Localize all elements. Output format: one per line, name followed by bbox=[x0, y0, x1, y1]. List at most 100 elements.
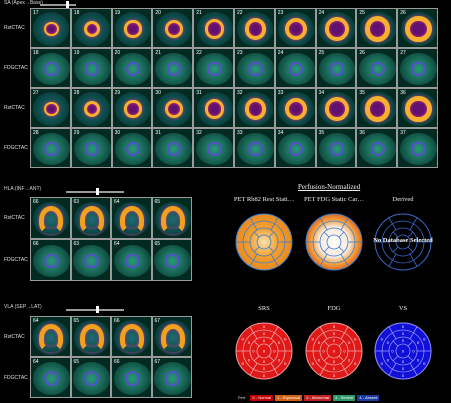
slice-image[interactable]: 30 bbox=[111, 128, 153, 168]
slice-image[interactable]: 65 bbox=[151, 239, 192, 281]
svg-text:0: 0 bbox=[248, 340, 251, 345]
slice-image[interactable]: 66 bbox=[111, 357, 152, 398]
hla-slice-slider[interactable] bbox=[66, 188, 124, 195]
slice-image[interactable]: 26 bbox=[356, 48, 398, 88]
slice-number: 23 bbox=[237, 50, 243, 56]
slice-number: 63 bbox=[73, 241, 80, 247]
slice-image[interactable]: 21 bbox=[152, 48, 194, 88]
slice-image[interactable]: 30 bbox=[152, 88, 194, 128]
slice-image[interactable]: 36 bbox=[356, 128, 398, 168]
slice-image[interactable]: 31 bbox=[152, 128, 194, 168]
slice-image[interactable]: 18 bbox=[30, 48, 71, 88]
slice-number: 24 bbox=[318, 10, 325, 16]
slice-image[interactable]: 27 bbox=[397, 48, 438, 88]
slice-image[interactable]: 28 bbox=[30, 128, 71, 168]
polar-map[interactable] bbox=[305, 213, 363, 276]
sa-slider-knob[interactable] bbox=[66, 1, 69, 8]
polar-map-label: Derived bbox=[392, 196, 414, 203]
slice-image[interactable]: 66 bbox=[30, 197, 71, 239]
slice-number: 29 bbox=[114, 90, 121, 96]
slice-number: 22 bbox=[196, 50, 202, 56]
slice-image[interactable]: 20 bbox=[111, 48, 153, 88]
slice-image[interactable]: 35 bbox=[356, 88, 398, 128]
slice-image[interactable]: 25 bbox=[315, 48, 357, 88]
slice-image[interactable]: 24 bbox=[315, 8, 357, 48]
slice-number: 19 bbox=[114, 10, 121, 16]
slice-number: 67 bbox=[154, 318, 161, 324]
slice-image[interactable]: 23 bbox=[274, 8, 316, 48]
polar-map[interactable] bbox=[235, 213, 293, 276]
slice-image[interactable]: 29 bbox=[70, 128, 112, 168]
slice-number: 66 bbox=[114, 359, 120, 365]
svg-text:0: 0 bbox=[263, 373, 266, 378]
slice-image[interactable]: 66 bbox=[111, 316, 152, 357]
slice-image[interactable]: 65 bbox=[70, 357, 111, 398]
svg-text:0: 0 bbox=[348, 357, 351, 362]
svg-text:0: 0 bbox=[318, 357, 321, 362]
slice-image[interactable]: 26 bbox=[397, 8, 438, 48]
hla-slider-knob[interactable] bbox=[96, 188, 99, 195]
slice-number: 65 bbox=[73, 318, 80, 324]
slice-image[interactable]: 64 bbox=[30, 316, 71, 357]
slice-image[interactable]: 27 bbox=[30, 88, 71, 128]
slice-image[interactable]: 18 bbox=[70, 8, 112, 48]
slice-image[interactable]: 65 bbox=[70, 316, 111, 357]
slice-image[interactable]: 64 bbox=[111, 239, 152, 281]
svg-text:0: 0 bbox=[423, 336, 426, 341]
slice-number: 63 bbox=[73, 199, 80, 205]
slice-image[interactable]: 19 bbox=[111, 8, 153, 48]
svg-text:0: 0 bbox=[402, 324, 405, 329]
sa-slice-slider[interactable] bbox=[40, 1, 76, 8]
svg-text:0: 0 bbox=[263, 331, 266, 336]
slice-image[interactable]: 33 bbox=[234, 128, 275, 168]
row-label: RstCTAC bbox=[4, 105, 25, 111]
slice-image[interactable]: 65 bbox=[151, 197, 192, 239]
slice-number: 36 bbox=[359, 130, 365, 136]
slice-image[interactable]: 63 bbox=[70, 239, 111, 281]
slice-image[interactable]: 67 bbox=[151, 357, 192, 398]
slice-image[interactable]: 21 bbox=[193, 8, 234, 48]
vla-slider-knob[interactable] bbox=[96, 306, 99, 313]
slice-image[interactable]: 67 bbox=[151, 316, 192, 357]
slice-image[interactable]: 31 bbox=[193, 88, 234, 128]
slice-image[interactable]: 64 bbox=[30, 357, 71, 398]
svg-text:0: 0 bbox=[391, 349, 394, 354]
slice-image[interactable]: 36 bbox=[397, 88, 438, 128]
slice-image[interactable]: 64 bbox=[111, 197, 152, 239]
svg-text:0: 0 bbox=[402, 338, 405, 343]
slice-image[interactable]: 63 bbox=[70, 197, 111, 239]
slice-image[interactable]: 33 bbox=[274, 88, 316, 128]
slice-image[interactable]: 23 bbox=[234, 48, 275, 88]
vla-slice-slider[interactable] bbox=[66, 306, 124, 313]
svg-text:0: 0 bbox=[263, 324, 266, 329]
slice-image[interactable]: 19 bbox=[70, 48, 112, 88]
slice-image[interactable]: 24 bbox=[274, 48, 316, 88]
slice-image[interactable]: 35 bbox=[315, 128, 357, 168]
svg-text:0: 0 bbox=[381, 361, 384, 366]
slice-image[interactable]: 22 bbox=[234, 8, 275, 48]
slice-number: 67 bbox=[154, 359, 161, 365]
slice-number: 23 bbox=[277, 10, 284, 16]
slice-number: 21 bbox=[155, 50, 161, 56]
slice-image[interactable]: 25 bbox=[356, 8, 398, 48]
slice-image[interactable]: 37 bbox=[397, 128, 438, 168]
slice-image[interactable]: 34 bbox=[315, 88, 357, 128]
slice-image[interactable]: 28 bbox=[70, 88, 112, 128]
slice-image[interactable]: 32 bbox=[193, 128, 234, 168]
svg-text:0: 0 bbox=[322, 349, 325, 354]
slice-image[interactable]: 29 bbox=[111, 88, 153, 128]
svg-text:0: 0 bbox=[242, 336, 245, 341]
slice-image[interactable]: 20 bbox=[152, 8, 194, 48]
slice-image[interactable]: 17 bbox=[30, 8, 71, 48]
slice-number: 33 bbox=[237, 130, 243, 136]
legend-item: 4 - Absent bbox=[357, 395, 380, 401]
svg-text:0: 0 bbox=[273, 349, 276, 354]
slice-image[interactable]: 22 bbox=[193, 48, 234, 88]
polar-map[interactable]: No Database Selected bbox=[373, 213, 433, 276]
slice-image[interactable]: 34 bbox=[274, 128, 316, 168]
slice-image[interactable]: 32 bbox=[234, 88, 275, 128]
slice-image[interactable]: 66 bbox=[30, 239, 71, 281]
